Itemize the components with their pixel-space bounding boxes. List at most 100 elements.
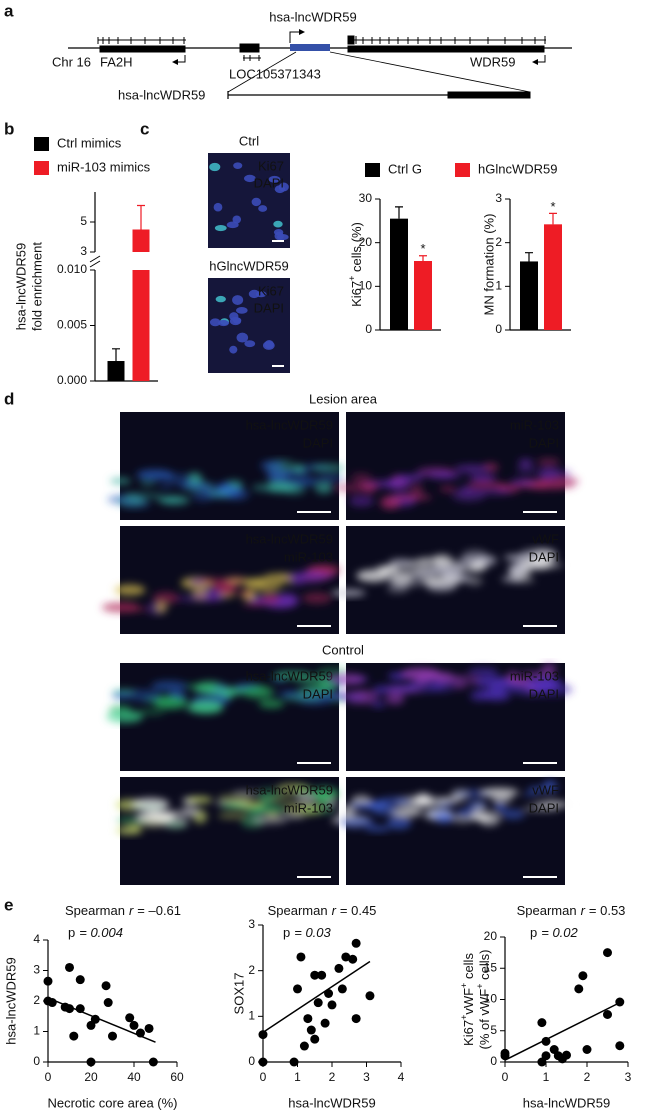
data-point (541, 1036, 551, 1046)
signal (328, 673, 366, 685)
signal (501, 576, 524, 582)
cell-nucleus (236, 307, 248, 314)
signal (186, 796, 213, 804)
panel-label: d (4, 389, 14, 408)
chart-title: = 0.53 (589, 903, 626, 918)
y-axis-label: (% of vWF+ cells) (475, 950, 492, 1050)
data-point (615, 1041, 625, 1051)
chart-title: Spearman r = 0.45 (268, 903, 377, 918)
stain-label: DAPI (529, 435, 559, 450)
data-point (299, 1041, 309, 1051)
data-point (313, 998, 323, 1008)
chart-subtitle: = 0.03 (294, 925, 331, 940)
cell-nucleus (209, 162, 221, 172)
data-point (86, 1057, 96, 1067)
signal (384, 686, 424, 694)
chart-subtitle: = 0.004 (79, 925, 123, 940)
signal (266, 479, 291, 493)
signal (434, 812, 455, 824)
chart-title: r (129, 903, 134, 918)
data-point (603, 1010, 612, 1019)
data-point (365, 991, 375, 1001)
signal (212, 580, 238, 592)
data-point (108, 1031, 117, 1041)
signal (493, 802, 507, 812)
y-axis-label: (% of vWF (477, 989, 492, 1050)
signal (507, 564, 527, 575)
signal (415, 467, 453, 478)
data-point (341, 952, 351, 962)
signal (356, 569, 391, 582)
signal (158, 484, 174, 489)
bar (520, 261, 538, 330)
signal (331, 589, 366, 597)
fit-line (262, 960, 371, 1033)
signal (467, 481, 507, 489)
legend-swatch (365, 163, 380, 177)
fluorescence (101, 564, 341, 615)
x-tick-label: 2 (584, 1070, 591, 1084)
y-axis-label: cells (%) (349, 222, 364, 275)
signal (469, 561, 487, 572)
data-point (348, 954, 358, 964)
signal (430, 680, 456, 693)
section-title: Lesion area (309, 391, 378, 406)
chart-title: Spearman (517, 903, 577, 918)
y-tick-label: 0 (248, 1054, 255, 1068)
fluorescence (331, 547, 563, 597)
y-axis-label: cells (461, 953, 476, 983)
signal (390, 571, 413, 586)
panel-label: a (4, 1, 14, 20)
signal (111, 691, 129, 700)
data-point (327, 1000, 337, 1010)
cell-nucleus (244, 174, 256, 183)
signal (542, 779, 558, 794)
data-point (500, 1048, 510, 1058)
signal (219, 802, 248, 809)
data-point (310, 970, 320, 980)
y-tick-label: 3 (495, 191, 502, 205)
signal (516, 552, 556, 560)
signal (339, 694, 366, 701)
data-point (351, 1014, 361, 1024)
signal (159, 810, 199, 817)
data-point (47, 998, 57, 1008)
stain-label: DAPI (303, 435, 333, 450)
signal (242, 685, 274, 699)
signal (160, 495, 190, 505)
y-axis-label: + (347, 276, 357, 281)
fluorescence (333, 457, 579, 510)
cell-nucleus (251, 197, 262, 207)
signal (371, 700, 386, 709)
signal (114, 584, 146, 596)
y-axis-label: fold enrichment (29, 242, 44, 331)
legend-label: Ctrl G (388, 161, 422, 176)
data-point (75, 1004, 85, 1014)
signal (516, 466, 537, 474)
data-point (303, 1014, 313, 1024)
signal (151, 680, 188, 692)
data-point (289, 1057, 299, 1067)
y-axis-label: + (459, 1015, 469, 1020)
y-tick-label: 10 (359, 279, 373, 293)
signal (348, 495, 374, 507)
signal (315, 474, 345, 483)
gene-map (68, 29, 572, 99)
stain-label: miR-103 (510, 417, 559, 432)
signal (422, 576, 462, 587)
signal (284, 802, 323, 816)
signal (200, 484, 239, 499)
stain-label: DAPI (529, 686, 559, 701)
signal (350, 473, 372, 482)
y-axis-label: cells) (477, 950, 492, 984)
signal (409, 484, 424, 496)
signal (520, 559, 553, 570)
data-point (351, 938, 361, 948)
stain-label: DAPI (529, 800, 559, 815)
cell-nucleus (213, 202, 223, 212)
axis-break (89, 255, 101, 268)
cell-nucleus (218, 319, 230, 327)
data-point (75, 975, 85, 985)
y-tick-label: 3 (33, 963, 40, 977)
signal (217, 813, 247, 819)
